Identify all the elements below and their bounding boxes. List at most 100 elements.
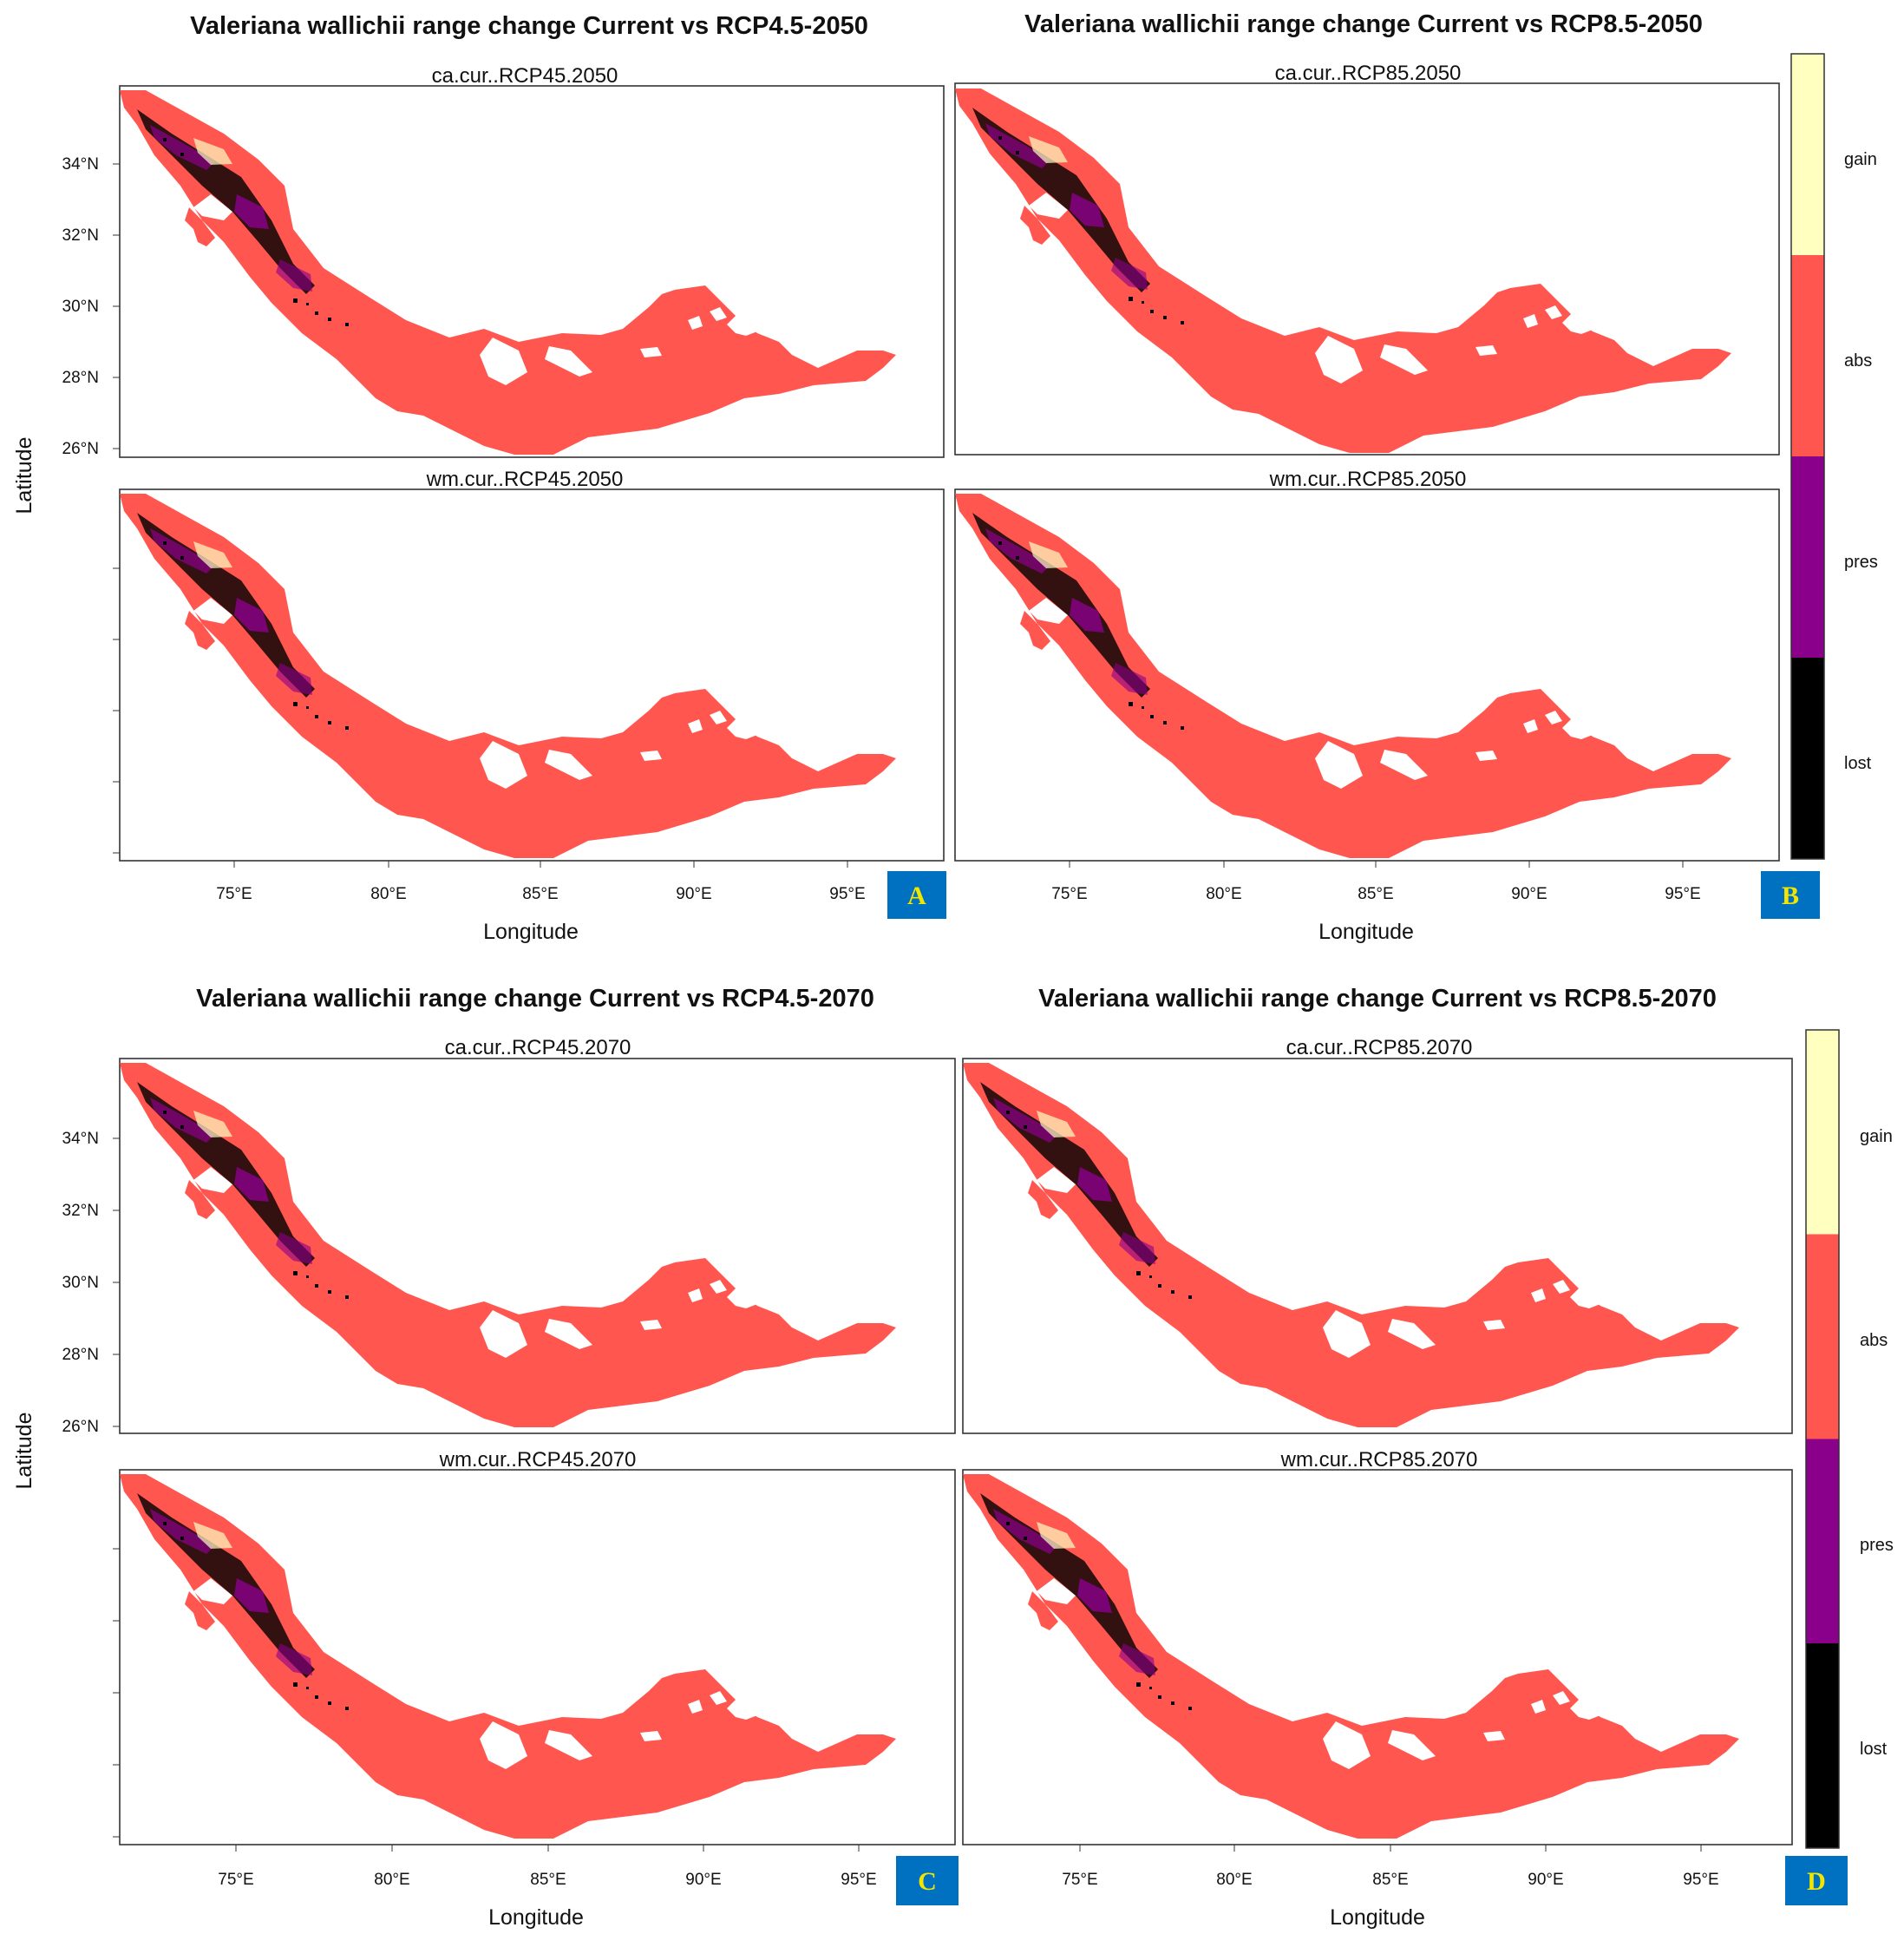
panel-title: ca.cur..RCP45.2050 — [432, 64, 618, 88]
panel-wm-rcp85-2070: wm.cur..RCP85.2070 — [962, 1448, 1793, 1845]
panel-badge: C — [896, 1856, 959, 1905]
panel-frame — [119, 488, 945, 862]
panel-frame — [119, 1469, 956, 1845]
range-map — [120, 90, 896, 455]
x-axis-label: Longitude — [1330, 1905, 1425, 1930]
panel-badge: A — [887, 871, 946, 919]
legend-label-pres: pres — [1860, 1536, 1894, 1555]
y-axis-label: Latitude — [12, 437, 36, 515]
group-b: Valeriana wallichii range change Current… — [954, 10, 1878, 944]
panel-title: wm.cur..RCP85.2050 — [1269, 468, 1467, 491]
panel-title: ca.cur..RCP85.2050 — [1275, 62, 1462, 85]
y-tick-label: 32°N — [62, 1202, 99, 1220]
panel-ca-rcp45-2050: ca.cur..RCP45.2050 34°N 32°N 30°N 28°N 2… — [62, 64, 945, 458]
x-tick-label: 80°E — [1206, 885, 1241, 903]
badge-letter: D — [1807, 1867, 1826, 1896]
x-tick-label: 95°E — [1683, 1871, 1718, 1889]
legend-top: gain abs pres lost — [1790, 53, 1878, 860]
group-title: Valeriana wallichii range change Current… — [1024, 10, 1703, 38]
x-tick-label: 75°E — [216, 885, 252, 903]
x-tick-label: 95°E — [1665, 885, 1700, 903]
x-tick-label: 75°E — [218, 1871, 253, 1889]
x-tick-label: 85°E — [1358, 885, 1393, 903]
y-axis: 34°N 32°N 30°N 28°N 26°N — [62, 155, 120, 458]
legend-colorbar — [1790, 53, 1825, 860]
panel-frame — [962, 1058, 1793, 1434]
x-tick-label: 85°E — [530, 1871, 566, 1889]
x-tick-label: 75°E — [1051, 885, 1087, 903]
group-d: Valeriana wallichii range change Current… — [962, 985, 1894, 1930]
panel-wm-rcp45-2070: wm.cur..RCP45.2070 — [113, 1448, 956, 1845]
range-map — [963, 1063, 1739, 1427]
x-tick-label: 85°E — [1372, 1871, 1408, 1889]
panel-frame — [954, 488, 1780, 862]
x-tick-label: 90°E — [676, 885, 711, 903]
group-c: Valeriana wallichii range change Current… — [12, 985, 959, 1930]
panel-title: wm.cur..RCP45.2050 — [426, 468, 624, 491]
x-axis: 75°E 80°E 85°E 90°E 95°E Longitude — [218, 1845, 877, 1930]
panel-title: wm.cur..RCP85.2070 — [1280, 1448, 1478, 1472]
x-axis-label: Longitude — [483, 920, 579, 944]
badge-letter: B — [1782, 882, 1799, 910]
group-title: Valeriana wallichii range change Current… — [1038, 985, 1717, 1013]
legend-label-gain: gain — [1860, 1127, 1893, 1146]
y-axis-label: Latitude — [12, 1413, 36, 1490]
x-tick-label: 95°E — [829, 885, 865, 903]
x-tick-label: 80°E — [374, 1871, 409, 1889]
legend-label-lost: lost — [1844, 754, 1872, 773]
y-axis: 34°N 32°N 30°N 28°N 26°N — [62, 1130, 120, 1436]
y-tick-label: 34°N — [62, 155, 99, 174]
y-axis — [113, 567, 120, 854]
y-axis — [113, 1548, 120, 1838]
range-map — [963, 1474, 1739, 1839]
badge-letter: C — [918, 1867, 937, 1896]
legend-label-gain: gain — [1844, 150, 1877, 169]
x-axis-label: Longitude — [488, 1905, 584, 1930]
y-tick-label: 30°N — [62, 1274, 99, 1292]
x-axis: 75°E 80°E 85°E 90°E 95°E Longitude — [216, 861, 866, 944]
range-map — [120, 494, 896, 858]
x-axis: 75°E 80°E 85°E 90°E 95°E Longitude — [1062, 1845, 1719, 1930]
panel-title: ca.cur..RCP85.2070 — [1286, 1036, 1473, 1059]
x-tick-label: 80°E — [1216, 1871, 1252, 1889]
y-tick-label: 28°N — [62, 1346, 99, 1364]
group-title: Valeriana wallichii range change Current… — [190, 12, 868, 40]
group-a: Valeriana wallichii range change Current… — [12, 12, 946, 944]
panel-wm-rcp85-2050: wm.cur..RCP85.2050 — [954, 468, 1780, 862]
x-tick-label: 85°E — [522, 885, 558, 903]
panel-frame — [119, 1058, 956, 1434]
panel-wm-rcp45-2050: wm.cur..RCP45.2050 — [113, 468, 945, 862]
badge-letter: A — [907, 882, 926, 910]
panel-title: ca.cur..RCP45.2070 — [445, 1036, 631, 1059]
panel-badge: B — [1761, 871, 1820, 919]
y-tick-label: 34°N — [62, 1130, 99, 1148]
y-tick-label: 32°N — [62, 226, 99, 245]
legend-colorbar — [1805, 1029, 1840, 1849]
panel-ca-rcp85-2050: ca.cur..RCP85.2050 — [954, 62, 1780, 456]
x-tick-label: 90°E — [1528, 1871, 1563, 1889]
legend-bottom: gain abs pres lost — [1805, 1029, 1894, 1849]
panel-frame — [119, 85, 945, 458]
y-tick-label: 26°N — [62, 1418, 99, 1436]
legend-label-pres: pres — [1844, 553, 1878, 572]
panel-title: wm.cur..RCP45.2070 — [439, 1448, 637, 1472]
x-axis: 75°E 80°E 85°E 90°E 95°E Longitude — [1051, 861, 1701, 944]
y-tick-label: 26°N — [62, 440, 99, 458]
range-map — [955, 88, 1731, 453]
panel-frame — [962, 1469, 1793, 1845]
x-axis-label: Longitude — [1318, 920, 1414, 944]
range-map — [955, 494, 1731, 858]
y-tick-label: 28°N — [62, 369, 99, 387]
legend-label-lost: lost — [1860, 1740, 1888, 1759]
panel-ca-rcp85-2070: ca.cur..RCP85.2070 — [962, 1036, 1793, 1434]
group-title: Valeriana wallichii range change Current… — [196, 985, 874, 1013]
legend-label-abs: abs — [1844, 351, 1872, 370]
panel-badge: D — [1785, 1856, 1848, 1905]
panel-ca-rcp45-2070: ca.cur..RCP45.2070 34°N 32°N 30°N 28°N 2… — [62, 1036, 956, 1436]
y-tick-label: 30°N — [62, 298, 99, 316]
x-tick-label: 80°E — [370, 885, 406, 903]
x-tick-label: 75°E — [1062, 1871, 1097, 1889]
panel-frame — [954, 82, 1780, 456]
range-map — [120, 1474, 896, 1839]
